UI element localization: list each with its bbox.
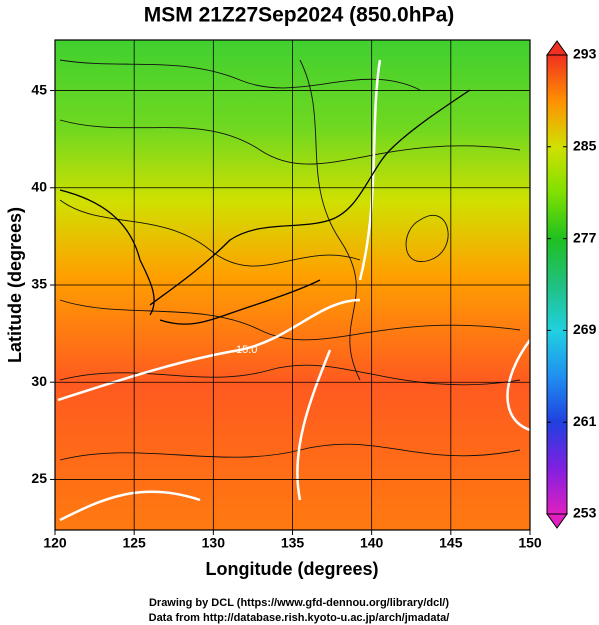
colorbar-tick-label: 269	[573, 321, 597, 337]
x-tick-label: 150	[518, 535, 542, 551]
y-tick-label: 45	[31, 81, 47, 97]
x-tick-label: 130	[202, 535, 226, 551]
colorbar-tick-label: 253	[573, 505, 597, 521]
y-axis-label: Latitude (degrees)	[5, 207, 25, 363]
x-tick-label: 120	[43, 535, 67, 551]
x-tick-label: 140	[360, 535, 384, 551]
credit-line: Data from http://database.rish.kyoto-u.a…	[149, 612, 450, 624]
x-tick-label: 145	[439, 535, 463, 551]
credit-line: Drawing by DCL (https://www.gfd-dennou.o…	[149, 597, 449, 609]
colorbar-tick-label: 293	[573, 46, 597, 62]
colorbar-extend	[546, 513, 568, 529]
colorbar-tick-label: 285	[573, 138, 597, 154]
colorbar-tick-label: 277	[573, 229, 597, 245]
colorbar	[546, 54, 568, 515]
colorbar-extend	[546, 40, 568, 56]
x-axis-label: Longitude (degrees)	[205, 559, 378, 579]
y-tick-label: 40	[31, 178, 47, 194]
x-tick-label: 125	[122, 535, 146, 551]
title: MSM 21Z27Sep2024 (850.0hPa)	[144, 4, 455, 27]
contour-label: 15.0	[236, 344, 257, 356]
y-tick-label: 25	[31, 470, 47, 486]
map-lines	[57, 59, 530, 522]
colorbar-tick-label: 261	[573, 413, 597, 429]
y-tick-label: 30	[31, 373, 47, 389]
y-tick-label: 35	[31, 276, 47, 292]
x-tick-label: 135	[281, 535, 305, 551]
